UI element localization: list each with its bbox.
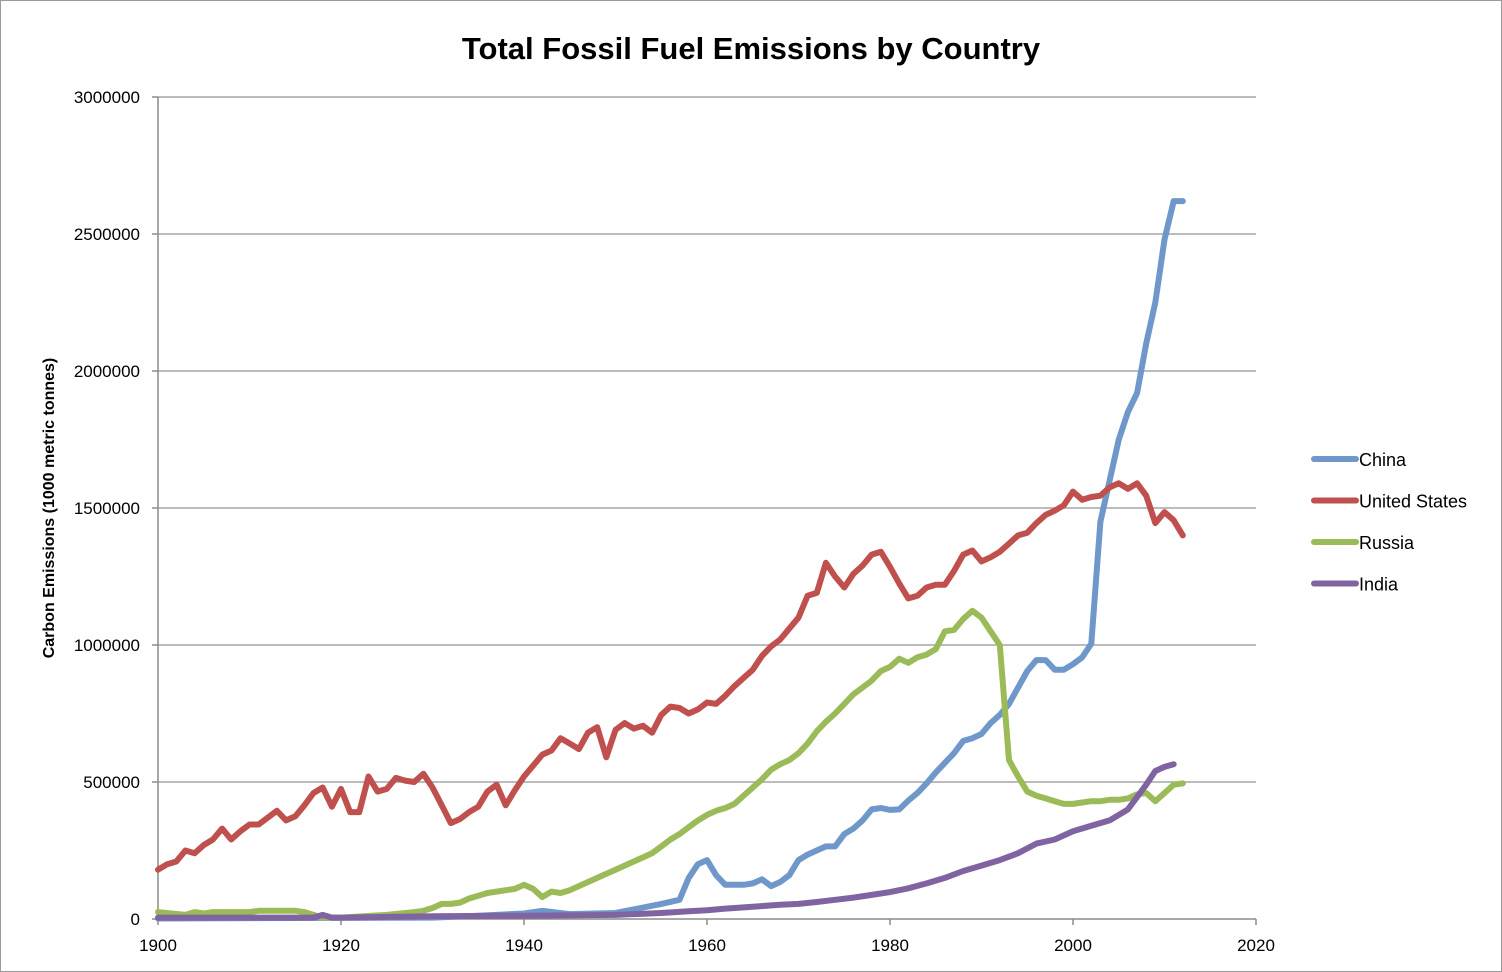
x-tick-label: 1900: [139, 936, 177, 955]
x-tick-label: 1960: [688, 936, 726, 955]
y-tick-label: 3000000: [74, 88, 140, 107]
legend-label-india: India: [1359, 575, 1399, 595]
y-tick-label: 1000000: [74, 636, 140, 655]
legend-label-united-states: United States: [1359, 492, 1467, 512]
y-axis-label: Carbon Emissions (1000 metric tonnes): [41, 358, 58, 659]
grid-layer: [158, 96, 1256, 783]
series-line-india: [155, 761, 1177, 921]
x-tick-label: 2020: [1237, 936, 1275, 955]
y-tick-label: 500000: [83, 773, 140, 792]
legend-label-china: China: [1359, 450, 1407, 470]
series-line-united-states: [155, 480, 1186, 873]
y-tick-label: 2500000: [74, 225, 140, 244]
series-line-russia: [155, 607, 1186, 921]
x-tick-label: 1940: [505, 936, 543, 955]
series-line-china: [155, 198, 1186, 922]
y-tick-label: 2000000: [74, 362, 140, 381]
x-tick-label: 1980: [871, 936, 909, 955]
chart-title: Total Fossil Fuel Emissions by Country: [462, 31, 1041, 66]
legend-label-russia: Russia: [1359, 533, 1415, 553]
x-tick-label: 1920: [322, 936, 360, 955]
y-tick-label: 0: [131, 910, 140, 929]
series-layer: [155, 198, 1186, 922]
legend: China United States Russia India: [1311, 450, 1467, 595]
y-tick-label: 1500000: [74, 499, 140, 518]
x-tick-label: 2000: [1054, 936, 1092, 955]
